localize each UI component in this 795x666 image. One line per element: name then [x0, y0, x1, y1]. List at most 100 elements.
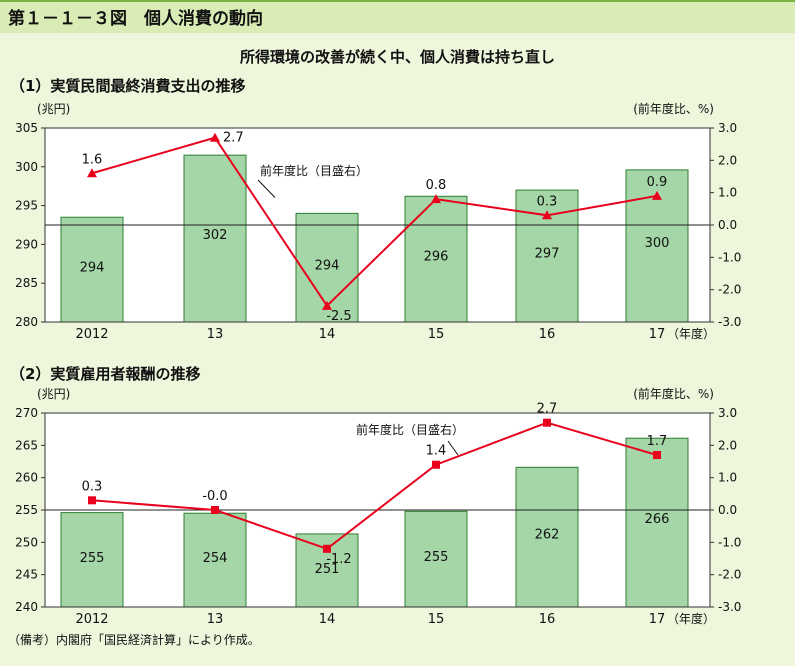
chart1-growth-value-label: 0.9	[647, 175, 668, 190]
chart1-right-tick-label: -3.0	[718, 315, 741, 329]
chart2-growth-point	[653, 451, 661, 460]
chart1-left-tick-label: 280	[15, 315, 38, 329]
chart2-x-tick-label: 17	[649, 612, 666, 627]
section-1-title: （1）実質民間最終消費支出の推移	[10, 77, 246, 95]
chart2-x-tick-label: 2012	[75, 612, 108, 627]
chart2-left-tick-label: 240	[15, 600, 38, 614]
chart1-growth-point	[431, 194, 441, 204]
chart2-x-tick-label: 16	[539, 612, 556, 627]
chart1-bar-value-label: 294	[315, 259, 340, 274]
chart1-growth-value-label: 1.6	[82, 152, 103, 167]
chart2-growth-point	[323, 544, 331, 553]
chart2-right-tick-label: 3.0	[718, 406, 737, 420]
chart2-growth-point	[543, 418, 551, 427]
chart2-growth-value-label: -1.2	[326, 552, 351, 567]
chart1-bar-value-label: 302	[203, 228, 228, 243]
chart1-bar	[183, 154, 247, 323]
chart2-series-callout: 前年度比（目盛右）	[356, 422, 464, 437]
chart1-right-tick-label: -1.0	[718, 250, 741, 264]
chart2-bar	[515, 466, 579, 608]
chart2-bar	[60, 512, 124, 608]
chart1-x-tick-label: 13	[207, 327, 224, 342]
chart2-bar	[625, 437, 689, 608]
chart2-bar-value-label: 254	[203, 551, 228, 566]
chart2-right-tick-label: -1.0	[718, 535, 741, 549]
chart1-left-tick-label: 285	[15, 276, 38, 290]
chart1-left-tick-label: 290	[15, 237, 38, 251]
chart1-x-tick-label: 14	[319, 327, 336, 342]
section-2-title: （2）実質雇用者報酬の推移	[10, 365, 201, 383]
title-band	[0, 0, 795, 33]
chart2-growth-value-label: -0.0	[202, 489, 227, 504]
chart1-growth-value-label: 0.8	[426, 178, 447, 193]
chart1-left-axis-unit: (兆円)	[37, 102, 70, 116]
chart1-bar-value-label: 300	[645, 236, 670, 251]
figure-title: 第１－１－３図 個人消費の動向	[8, 9, 263, 29]
chart1-series-callout: 前年度比（目盛右）	[260, 163, 368, 178]
chart1-x-tick-label: 16	[539, 327, 556, 342]
chart2-bar-value-label: 255	[80, 551, 105, 566]
chart1-right-tick-label: 2.0	[718, 153, 737, 167]
chart1-right-tick-label: 0.0	[718, 218, 737, 232]
chart2-growth-value-label: 1.4	[426, 444, 447, 459]
chart2-left-tick-label: 250	[15, 535, 38, 549]
chart2-left-tick-label: 260	[15, 471, 38, 485]
chart2-right-tick-label: 1.0	[718, 471, 737, 485]
chart1-right-axis-unit: (前年度比、%)	[633, 101, 714, 116]
chart1-x-tick-label: 17	[649, 327, 666, 342]
chart1-left-tick-label: 300	[15, 160, 38, 174]
chart2-bar-value-label: 262	[535, 527, 560, 542]
chart1-growth-point	[87, 168, 97, 178]
chart2-x-tick-label: 13	[207, 612, 224, 627]
chart2-left-tick-label: 245	[15, 568, 38, 582]
chart2-bar	[183, 512, 247, 608]
chart2-callout-leader	[447, 440, 459, 456]
figure-headline: 所得環境の改善が続く中、個人消費は持ち直し	[239, 48, 555, 66]
chart2-bar-value-label: 251	[315, 562, 340, 577]
chart2-plot-frame	[44, 412, 711, 608]
source-note: （備考）内閣府「国民経済計算」により作成。	[8, 633, 260, 647]
chart2-x-tick-label: 14	[319, 612, 336, 627]
chart1-right-tick-label: -2.0	[718, 283, 741, 297]
chart1-growth-value-label: -2.5	[326, 309, 351, 324]
chart1-right-tick-label: 1.0	[718, 186, 737, 200]
chart1-x-tick-label: 2012	[75, 327, 108, 342]
chart1-growth-point	[542, 210, 552, 220]
chart1-bar-value-label: 296	[424, 250, 449, 265]
chart1-right-tick-label: 3.0	[718, 121, 737, 135]
chart2-growth-point	[88, 496, 96, 505]
chart2-x-axis-unit: （年度）	[667, 611, 715, 626]
chart2-bar-value-label: 266	[645, 512, 670, 527]
chart1-bar-value-label: 294	[80, 261, 105, 276]
chart1-callout-leader	[257, 179, 276, 198]
chart1-x-tick-label: 15	[428, 327, 445, 342]
chart1-plot-frame	[44, 127, 711, 323]
chart2-right-tick-label: 0.0	[718, 503, 737, 517]
chart2-left-axis-unit: (兆円)	[37, 387, 70, 401]
chart2-left-tick-label: 265	[15, 438, 38, 452]
chart1-growth-value-label: 2.7	[223, 131, 244, 146]
chart1-x-axis-unit: （年度）	[667, 326, 715, 341]
chart2-growth-point	[211, 506, 219, 514]
chart2-left-tick-label: 255	[15, 503, 38, 517]
chart1-growth-line	[91, 136, 658, 308]
chart1-bar	[404, 195, 468, 323]
chart2-bar-value-label: 255	[424, 550, 449, 565]
chart2-growth-line	[91, 421, 658, 550]
chart2-right-axis-unit: (前年度比、%)	[633, 386, 714, 401]
chart2-right-tick-label: 2.0	[718, 438, 737, 452]
chart1-growth-point	[322, 300, 332, 310]
chart2-right-tick-label: -3.0	[718, 600, 741, 614]
chart2-right-tick-label: -2.0	[718, 568, 741, 582]
chart2-growth-value-label: 1.7	[647, 434, 668, 449]
chart2-growth-value-label: 0.3	[82, 479, 103, 494]
chart1-growth-point	[210, 132, 220, 142]
chart1-left-tick-label: 295	[15, 199, 38, 213]
chart1-bar-value-label: 297	[535, 246, 560, 261]
chart1-left-tick-label: 305	[15, 121, 38, 135]
chart1-growth-point	[652, 190, 662, 200]
chart2-growth-value-label: 2.7	[537, 402, 558, 417]
chart2-x-tick-label: 15	[428, 612, 445, 627]
chart1-growth-value-label: 0.3	[537, 194, 558, 209]
